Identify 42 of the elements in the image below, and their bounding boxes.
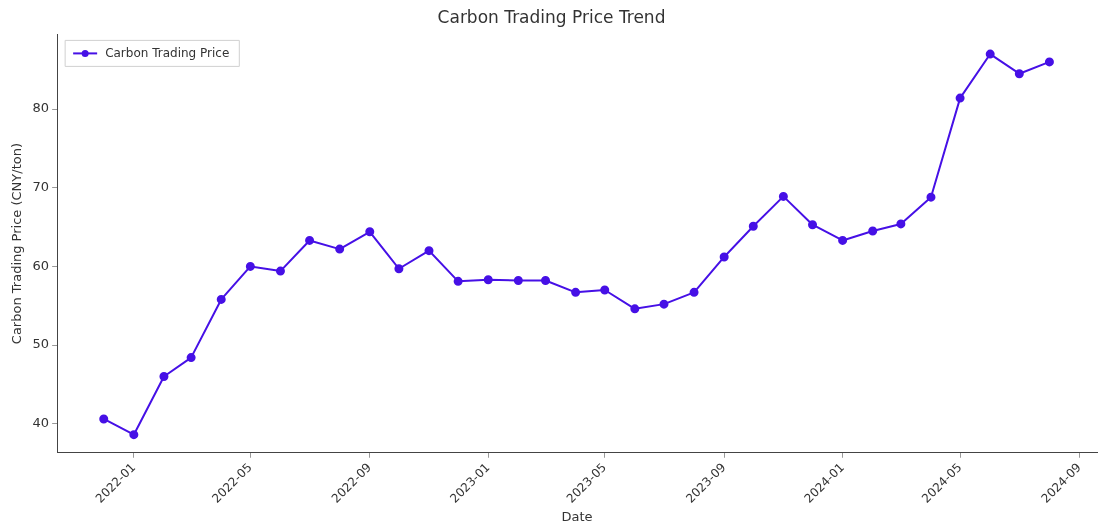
point	[245, 261, 255, 271]
point	[896, 219, 906, 229]
point	[1044, 57, 1054, 67]
point	[216, 294, 226, 304]
point	[186, 353, 196, 363]
point	[630, 304, 640, 314]
y-tick-label: 40	[32, 415, 50, 431]
point	[808, 220, 818, 230]
y-axis-title: Carbon Trading Price (CNY/ton)	[9, 142, 25, 345]
y-tick-label: 70	[32, 179, 50, 195]
point	[838, 235, 848, 245]
point	[985, 49, 995, 59]
point	[571, 287, 581, 297]
point	[868, 226, 878, 236]
point	[748, 221, 758, 231]
point	[926, 192, 936, 202]
point	[689, 287, 699, 297]
chart-title: Carbon Trading Price Trend	[437, 6, 666, 27]
point	[159, 371, 169, 381]
point	[541, 276, 551, 286]
y-tick-label: 80	[32, 100, 50, 116]
point	[453, 276, 463, 286]
point	[275, 266, 285, 276]
point	[305, 235, 315, 245]
point	[424, 246, 434, 256]
legend-label: Carbon Trading Price	[105, 45, 230, 60]
point	[394, 264, 404, 274]
point	[719, 252, 729, 262]
point	[955, 93, 965, 103]
y-tick-label: 50	[32, 336, 50, 352]
y-tick-label: 60	[32, 257, 50, 273]
point	[99, 414, 109, 424]
point	[335, 244, 345, 254]
point	[1014, 69, 1024, 79]
point	[600, 285, 610, 295]
point	[778, 191, 788, 201]
point	[129, 430, 139, 440]
point	[659, 299, 669, 309]
x-axis-title: Date	[561, 508, 593, 524]
point	[513, 276, 523, 286]
point	[483, 275, 493, 285]
point	[365, 227, 375, 237]
